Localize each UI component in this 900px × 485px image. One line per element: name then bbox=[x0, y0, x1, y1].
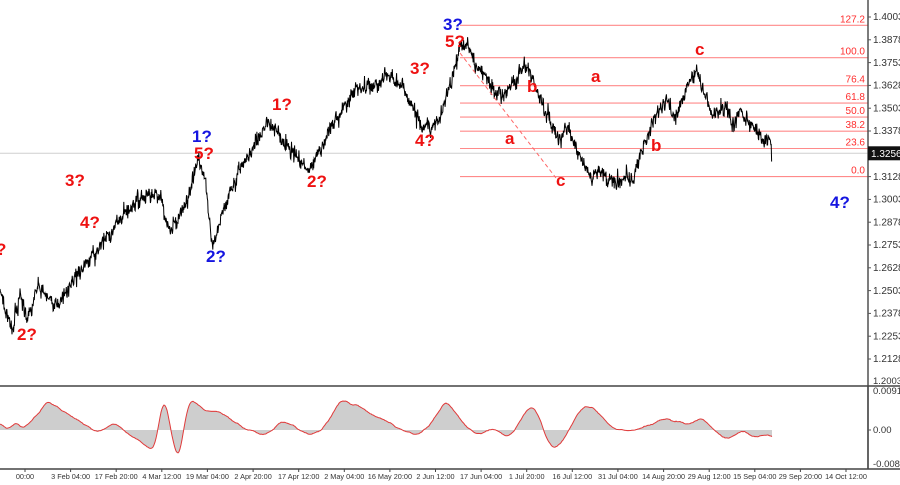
svg-text:c: c bbox=[556, 171, 565, 190]
svg-text:1.3256: 1.3256 bbox=[871, 149, 900, 160]
svg-text:4 Mar 12:00: 4 Mar 12:00 bbox=[142, 472, 181, 481]
svg-text:2?: 2? bbox=[307, 172, 327, 191]
svg-text:1.4003: 1.4003 bbox=[873, 12, 900, 23]
svg-text:1.2878: 1.2878 bbox=[873, 217, 900, 228]
svg-text:1.2628: 1.2628 bbox=[873, 263, 900, 274]
svg-text:14 Aug 20:00: 14 Aug 20:00 bbox=[642, 472, 685, 481]
svg-text:1.2753: 1.2753 bbox=[873, 240, 900, 251]
svg-text:1.3628: 1.3628 bbox=[873, 81, 900, 92]
svg-text:3 Feb 04:00: 3 Feb 04:00 bbox=[51, 472, 90, 481]
svg-text:2?: 2? bbox=[17, 325, 37, 344]
svg-text:16 May 20:00: 16 May 20:00 bbox=[368, 472, 412, 481]
svg-text:1.3128: 1.3128 bbox=[873, 172, 900, 183]
svg-text:0.0: 0.0 bbox=[851, 166, 865, 177]
svg-text:1.3878: 1.3878 bbox=[873, 35, 900, 46]
svg-text:1.2503: 1.2503 bbox=[873, 286, 900, 297]
svg-text:4?: 4? bbox=[80, 213, 100, 232]
svg-text:3?: 3? bbox=[65, 171, 85, 190]
svg-text:17 Feb 20:00: 17 Feb 20:00 bbox=[95, 472, 138, 481]
svg-text:29 Sep 20:00: 29 Sep 20:00 bbox=[779, 472, 822, 481]
svg-text:a: a bbox=[591, 67, 601, 86]
svg-text:1.3503: 1.3503 bbox=[873, 103, 900, 114]
svg-text:19 Mar 04:00: 19 Mar 04:00 bbox=[186, 472, 229, 481]
svg-text:1.3003: 1.3003 bbox=[873, 195, 900, 206]
svg-text:b: b bbox=[527, 77, 537, 96]
svg-text:4?: 4? bbox=[415, 131, 435, 150]
svg-text:4?: 4? bbox=[830, 193, 850, 212]
svg-text:38.2: 38.2 bbox=[846, 120, 866, 131]
svg-text:2 Apr 20:00: 2 Apr 20:00 bbox=[234, 472, 271, 481]
svg-text:14 Oct 12:00: 14 Oct 12:00 bbox=[825, 472, 867, 481]
svg-text:1.2128: 1.2128 bbox=[873, 354, 900, 365]
svg-text:5?: 5? bbox=[194, 144, 214, 163]
svg-text:1.3753: 1.3753 bbox=[873, 58, 900, 69]
svg-text:76.4: 76.4 bbox=[846, 75, 866, 86]
svg-text:b: b bbox=[651, 136, 661, 155]
svg-text:2?: 2? bbox=[206, 247, 226, 266]
svg-text:50.0: 50.0 bbox=[846, 106, 866, 117]
svg-text:29 Aug 12:00: 29 Aug 12:00 bbox=[688, 472, 731, 481]
svg-text:2 May 04:00: 2 May 04:00 bbox=[324, 472, 364, 481]
svg-text:23.6: 23.6 bbox=[846, 138, 866, 149]
svg-text:1?: 1? bbox=[272, 95, 292, 114]
svg-text:16 Jul 12:00: 16 Jul 12:00 bbox=[552, 472, 592, 481]
svg-text:100.0: 100.0 bbox=[840, 47, 865, 58]
svg-text:c: c bbox=[695, 40, 704, 59]
svg-text:1.2378: 1.2378 bbox=[873, 309, 900, 320]
svg-text:31 Jul 04:00: 31 Jul 04:00 bbox=[598, 472, 638, 481]
svg-text:15 Sep 04:00: 15 Sep 04:00 bbox=[733, 472, 776, 481]
svg-text:a: a bbox=[505, 129, 515, 148]
svg-text:3?: 3? bbox=[410, 59, 430, 78]
svg-text:127.2: 127.2 bbox=[840, 14, 865, 25]
svg-text:61.8: 61.8 bbox=[846, 92, 866, 103]
svg-text:?: ? bbox=[0, 240, 6, 259]
svg-text:0.0091: 0.0091 bbox=[873, 386, 900, 397]
svg-text:5?: 5? bbox=[445, 32, 465, 51]
svg-text:1.2253: 1.2253 bbox=[873, 331, 900, 342]
svg-text:17 Apr 12:00: 17 Apr 12:00 bbox=[278, 472, 319, 481]
svg-text:17 Jun 04:00: 17 Jun 04:00 bbox=[460, 472, 502, 481]
svg-text:2 Jun 12:00: 2 Jun 12:00 bbox=[416, 472, 454, 481]
svg-text:1 Jul 20:00: 1 Jul 20:00 bbox=[509, 472, 545, 481]
svg-text:0.00: 0.00 bbox=[873, 425, 892, 436]
svg-text:00:00: 00:00 bbox=[16, 472, 34, 481]
svg-text:1.3378: 1.3378 bbox=[873, 126, 900, 137]
